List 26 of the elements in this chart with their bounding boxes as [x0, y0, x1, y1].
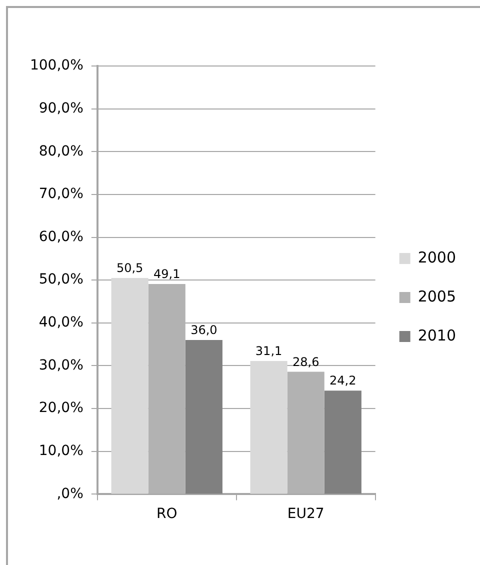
bar — [250, 361, 288, 494]
data-label: 28,6 — [292, 354, 320, 369]
y-tick-label: 40,0% — [38, 314, 84, 331]
y-tick-label: 100,0% — [30, 58, 84, 74]
x-tick-label: EU27 — [287, 506, 324, 522]
bar — [324, 390, 362, 494]
bar — [185, 340, 222, 494]
x-tick-label: RO — [156, 506, 178, 522]
y-tick-label: 10,0% — [38, 443, 84, 460]
bar — [111, 278, 148, 494]
y-tick-label: 20,0% — [38, 400, 84, 416]
data-label: 50,5 — [116, 261, 144, 276]
legend-label: 2000 — [418, 248, 456, 266]
y-tick-label: ,0% — [56, 486, 84, 502]
y-tick-label: 30,0% — [38, 357, 84, 374]
y-tick-label: 70,0% — [38, 186, 84, 202]
y-tick-label: 50,0% — [38, 272, 84, 288]
y-tick-label: 60,0% — [38, 228, 84, 245]
y-tick-label: 80,0% — [38, 143, 84, 160]
data-label: 31,1 — [255, 344, 282, 358]
data-label: 36,0 — [190, 323, 218, 338]
legend-label: 2005 — [418, 287, 456, 306]
data-label: 49,1 — [154, 267, 180, 282]
legend-label: 2010 — [418, 326, 456, 344]
y-tick-label: 90,0% — [38, 100, 84, 116]
data-label: 24,2 — [330, 374, 356, 388]
